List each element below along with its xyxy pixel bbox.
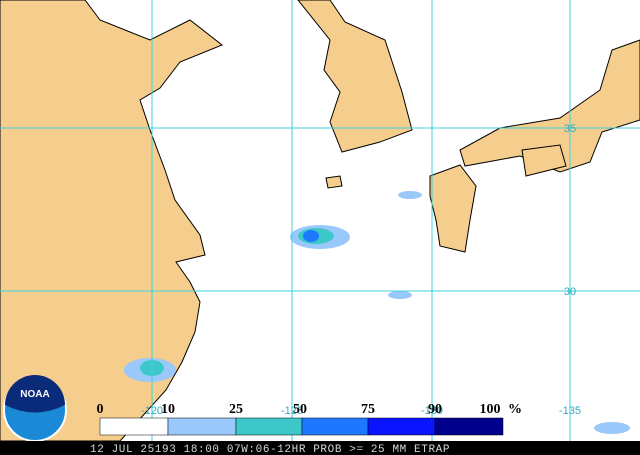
colorbar-label: 0 — [97, 402, 104, 417]
colorbar-swatch — [235, 417, 303, 436]
colorbar-swatch — [99, 417, 169, 436]
colorbar-label: 75 — [361, 402, 375, 417]
lon-label: -135 — [559, 405, 581, 417]
colorbar-unit: % — [508, 402, 522, 417]
lon-label: -125 — [281, 405, 303, 417]
colorbar-label: 90 — [428, 402, 442, 417]
lon-label: -130 — [421, 405, 443, 417]
lon-label: -120 — [141, 405, 163, 417]
probability-areas — [124, 191, 630, 434]
colorbar-label: 10 — [161, 402, 175, 417]
footer-bar — [0, 441, 640, 455]
land — [0, 0, 640, 442]
logo-text: NOAA — [20, 389, 49, 400]
colorbar-label: 25 — [229, 402, 243, 417]
colorbar-swatch — [301, 417, 369, 436]
colorbar-swatch — [367, 417, 436, 436]
colorbar-swatch — [167, 417, 237, 436]
colorbar-swatch — [434, 417, 504, 436]
noaa-logo: NOAA — [3, 375, 67, 442]
colorbar-label: 100 — [480, 402, 501, 417]
colorbar: 0 10 25 50 75 90 100% — [97, 402, 522, 436]
footer-text: 12 JUL 25193 18:00 07W:06-12HR PROB >= 2… — [90, 444, 450, 455]
colorbar-label: 50 — [293, 402, 307, 417]
